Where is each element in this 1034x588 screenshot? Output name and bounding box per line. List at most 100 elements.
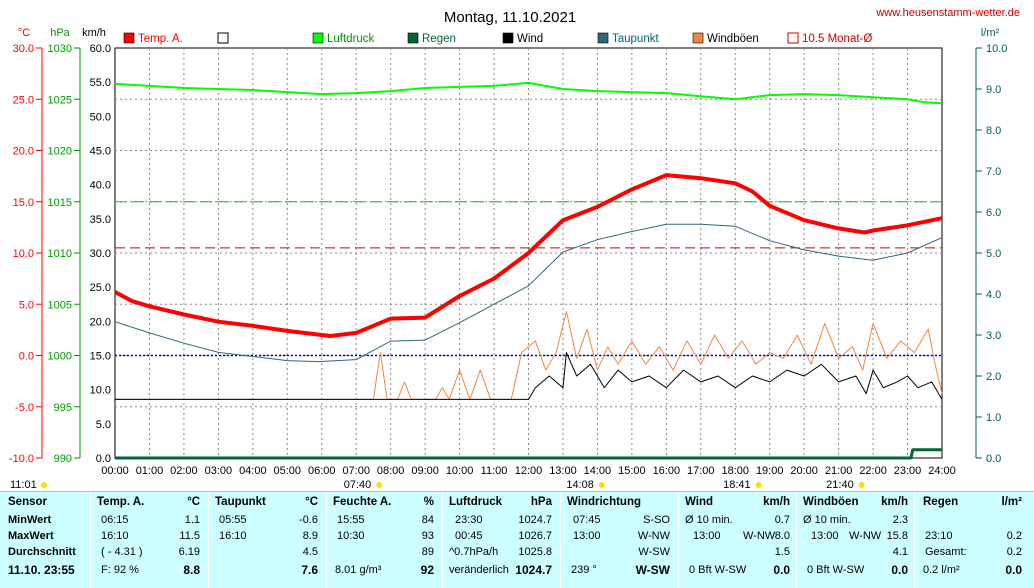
dew-min-time: 05:55 xyxy=(219,514,247,526)
sun-marker-label: 11:01 xyxy=(10,479,37,491)
x-axis-labels: 00:00 01:00 02:00 03:00 04:00 05:00 06:00 07:00… xyxy=(101,465,956,477)
wind-current: 0.0 xyxy=(773,563,790,577)
x-tick-label: 19:00 xyxy=(756,465,784,477)
dew-unit: °C xyxy=(305,496,318,508)
legend-label: Windböen xyxy=(707,33,759,45)
series-line xyxy=(115,448,942,460)
temp-unit-label: °C xyxy=(18,27,30,39)
temp-min-time: 06:15 xyxy=(101,514,129,526)
dew-min-value: -0.6 xyxy=(299,514,318,526)
wind-unit-label: km/h xyxy=(82,27,106,39)
temp-current: 8.8 xyxy=(183,563,200,577)
wind-tick-label: 55.0 xyxy=(90,77,111,89)
wind-beaufort: 0 Bft W-SW xyxy=(689,564,747,576)
stats-temp-column: Temp. A. °C 06:15 1.1 16:10 11.5 ( - 4.3… xyxy=(90,492,208,588)
sun-marker-label: 21:40 xyxy=(826,479,854,491)
x-tick-label: 16:00 xyxy=(653,465,681,477)
temp-tick-label: 20.0 xyxy=(13,146,34,158)
rain-tick-label: 9.0 xyxy=(986,84,1001,96)
winddir-avg-value: W-SW xyxy=(638,546,670,558)
temp-tick-label: -5.0 xyxy=(15,402,34,414)
rain-tick-label: 6.0 xyxy=(986,207,1001,219)
temp-header: Temp. A. xyxy=(97,496,145,508)
x-tick-label: 23:00 xyxy=(894,465,922,477)
winddir-degrees: 239 ° xyxy=(571,564,597,576)
pressure-tick-label: 1005 xyxy=(48,299,72,311)
x-tick-label: 13:00 xyxy=(549,465,577,477)
timestamp: 11.10. 23:55 xyxy=(8,563,75,577)
rain-tick-label: 5.0 xyxy=(986,248,1001,260)
dew-header: Taupunkt xyxy=(215,496,266,508)
sun-marker-label: 07:40 xyxy=(344,479,372,491)
wind-tick-label: 50.0 xyxy=(90,111,111,123)
website-label[interactable]: www.heusenstamm-wetter.de xyxy=(875,7,1020,19)
rain-today: 0.2 l/m² xyxy=(923,564,960,576)
pressure-trend: ^0.7hPa/h xyxy=(449,546,499,558)
x-tick-label: 21:00 xyxy=(825,465,853,477)
winddir-header: Windrichtung xyxy=(567,496,641,508)
max-label: MaxWert xyxy=(8,530,54,542)
x-tick-label: 01:00 xyxy=(136,465,164,477)
rain-current: 0.0 xyxy=(1005,563,1022,577)
rain-total-value: 0.2 xyxy=(1006,546,1022,558)
temp-tick-label: 25.0 xyxy=(13,94,34,106)
legend-swatch xyxy=(407,32,419,44)
x-tick-label: 08:00 xyxy=(377,465,405,477)
chart-title: Montag, 11.10.2021 xyxy=(444,9,576,26)
legend-label: Wind xyxy=(517,33,543,45)
rain-tick-label: 0.0 xyxy=(986,453,1001,465)
pressure-min-value: 1024.7 xyxy=(518,514,552,526)
rain-tick-label: 4.0 xyxy=(986,289,1001,301)
legend-label: Regen xyxy=(422,33,456,45)
sun-marker-icon xyxy=(41,482,47,488)
gusts-avg10-value: 2.3 xyxy=(892,514,908,526)
x-tick-label: 15:00 xyxy=(618,465,646,477)
gusts-max-value: 15.8 xyxy=(886,530,908,542)
sensor-header: Sensor xyxy=(8,496,47,508)
wind-tick-label: 40.0 xyxy=(90,180,111,192)
humidity-avg-value: 89 xyxy=(421,546,434,558)
legend-label: Temp. A. xyxy=(138,33,183,45)
gusts-max-dir: W-NW xyxy=(849,530,882,542)
pressure-tick-label: 1025 xyxy=(48,94,72,106)
winddir-current: W-SW xyxy=(635,563,670,577)
temp-tick-label: 10.0 xyxy=(13,248,34,260)
wind-tick-label: 45.0 xyxy=(90,146,111,158)
humidity-header: Feuchte A. xyxy=(333,496,392,508)
sun-marker-label: 18:41 xyxy=(723,479,751,491)
legend-label: 10.5 Monat-Ø xyxy=(802,33,872,45)
stats-pressure-column: Luftdruck hPa 23:30 1024.7 00:45 1026.7 … xyxy=(442,492,560,588)
gusts-avg10-label: Ø 10 min. xyxy=(803,514,851,526)
temp-tick-label: 0.0 xyxy=(19,351,34,363)
legend-label: Luftdruck xyxy=(327,33,375,45)
humidity-max-time: 10:30 xyxy=(337,530,365,542)
wind-tick-label: 10.0 xyxy=(90,385,111,397)
x-tick-label: 09:00 xyxy=(411,465,439,477)
dew-max-value: 8.9 xyxy=(302,530,318,542)
x-tick-label: 11:00 xyxy=(481,465,508,477)
stats-sensor-column: Sensor MinWert MaxWert Durchschnitt 11.1… xyxy=(0,492,90,588)
pressure-unit-label: hPa xyxy=(50,27,70,39)
wind-tick-label: 0.0 xyxy=(96,453,111,465)
rain-unit-label: l/m² xyxy=(981,27,1000,39)
series-line xyxy=(115,311,943,400)
pressure-tick-label: 990 xyxy=(54,453,72,465)
legend-label: Taupunkt xyxy=(612,33,659,45)
wind-max-time: 13:00 xyxy=(693,530,721,542)
gusts-unit: km/h xyxy=(881,496,908,508)
x-tick-label: 18:00 xyxy=(721,465,749,477)
wind-tick-label: 35.0 xyxy=(90,214,111,226)
dew-max-time: 16:10 xyxy=(219,530,247,542)
pressure-tick-label: 1015 xyxy=(48,197,72,209)
absolute-humidity: 8.01 g/m³ xyxy=(335,564,382,576)
x-tick-label: 03:00 xyxy=(205,465,233,477)
x-tick-label: 02:00 xyxy=(170,465,198,477)
winddir-min-time: 07:45 xyxy=(573,514,601,526)
pressure-min-time: 23:30 xyxy=(455,514,483,526)
sun-marker-icon xyxy=(755,482,762,488)
pressure-tick-label: 1020 xyxy=(48,146,72,158)
x-tick-label: 22:00 xyxy=(859,465,887,477)
weather-chart: 30.0 25.0 20.0 15.0 10.0 5.0 0.0 -5.0 -10.0 1030 1… xyxy=(9,7,1020,491)
legend-swatch xyxy=(597,32,609,44)
stats-gusts-column: Windböen km/h Ø 10 min. 2.3 13:00 W-NW 1… xyxy=(796,492,914,588)
